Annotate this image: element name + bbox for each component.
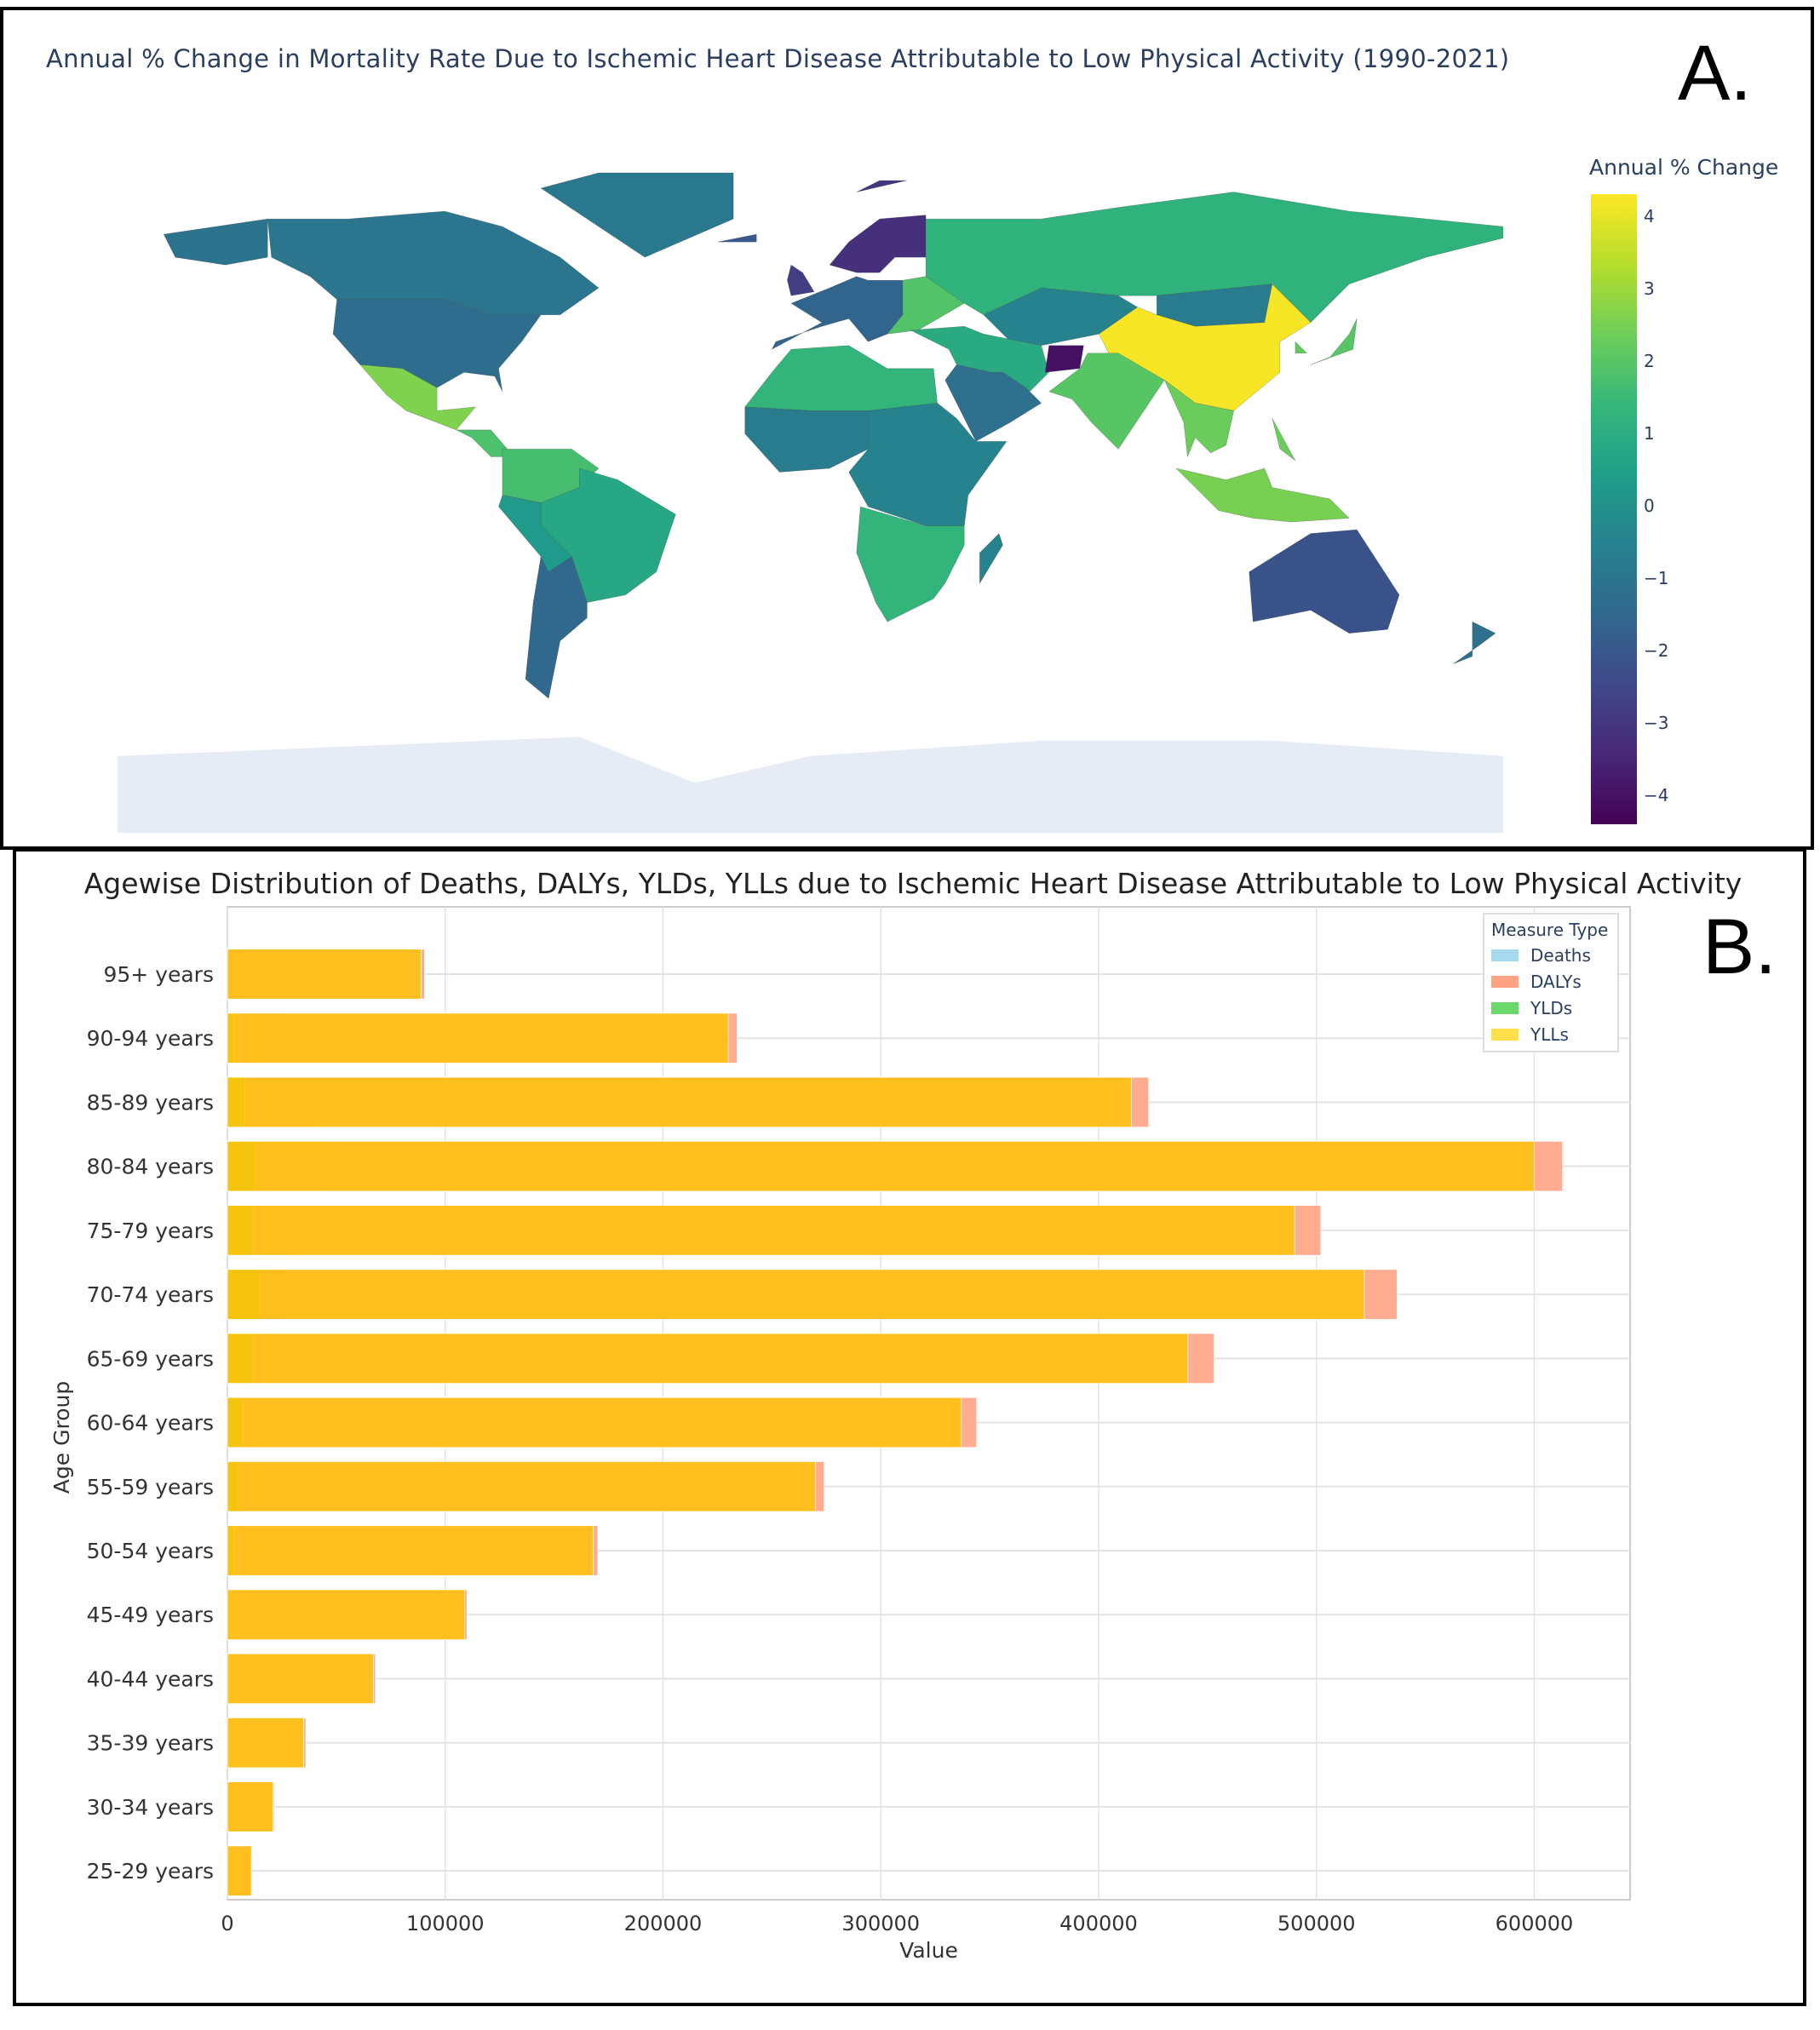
colorbar-tick-label: −4 [1644,784,1669,806]
region-canada[interactable] [267,211,599,315]
y-tick-label: 90-94 years [87,1026,214,1051]
x-tick-label: 200000 [624,1912,703,1935]
panel-b-bar-chart: 0 100000 200000 300000 400000 500000 600000 95+… [13,848,1806,2006]
region-southeast-asia[interactable] [1164,380,1233,456]
legend-item-ylds[interactable]: YLDs [1491,995,1610,1021]
legend-swatch [1491,949,1519,961]
bar-ylls[interactable] [227,949,422,1000]
x-axis-label: Value [899,1938,958,1963]
region-madagascar[interactable] [979,534,1002,584]
colorbar-tick-label: 0 [1644,495,1655,516]
region-mexico[interactable] [360,364,476,430]
colorbar-tick-label: 3 [1644,278,1655,299]
world-choropleth-map [118,165,1503,833]
bar-ylls[interactable] [227,1589,466,1640]
region-west-africa[interactable] [745,407,869,473]
y-tick-label: 30-34 years [87,1795,214,1820]
region-north-africa[interactable] [745,346,938,411]
y-tick-label: 45-49 years [87,1603,214,1627]
colorbar-tick-label: 2 [1644,350,1655,371]
region-east-central-africa[interactable] [849,403,1007,525]
x-tick-label: 400000 [1059,1912,1138,1935]
region-svalbard[interactable] [857,181,907,192]
region-indonesia[interactable] [1176,468,1349,522]
region-afghanistan[interactable] [1045,346,1083,373]
region-korea[interactable] [1295,341,1307,353]
region-australia[interactable] [1249,530,1399,634]
legend-title: Measure Type [1491,920,1609,940]
panel-b-label: B. [1702,903,1777,990]
map-title: Annual % Change in Mortality Rate Due to… [46,44,1510,73]
y-tick-label: 65-69 years [87,1346,214,1371]
colorbar [1591,194,1637,824]
region-iceland[interactable] [718,234,756,242]
legend-label: YLDs [1530,997,1573,1018]
region-south-asia[interactable] [1049,353,1165,450]
colorbar-tick-label: 4 [1644,205,1655,227]
y-tick-label: 25-29 years [87,1859,214,1884]
bar-ylls[interactable] [227,1717,304,1769]
legend-label: DALYs [1530,971,1582,992]
bar-ylls[interactable] [227,1140,1535,1192]
region-scandinavia[interactable] [830,215,926,273]
y-tick-label: 80-84 years [87,1155,214,1179]
legend-swatch [1491,1028,1519,1041]
y-tick-label: 75-79 years [87,1219,214,1243]
region-southern-cone[interactable] [525,557,587,699]
bar-ylls[interactable] [227,1781,274,1832]
region-uk[interactable] [787,265,814,295]
bar-ylls[interactable] [227,1653,374,1705]
colorbar-tick-label: −1 [1644,567,1669,588]
y-tick-label: 35-39 years [87,1731,214,1756]
x-tick-label: 500000 [1277,1912,1356,1935]
legend-label: YLLs [1530,1024,1569,1045]
colorbar-title: Annual % Change [1589,155,1779,180]
y-tick-label: 70-74 years [87,1282,214,1307]
x-tick-label: 600000 [1496,1912,1574,1935]
x-tick-label: 100000 [406,1912,485,1935]
legend-swatch [1491,1001,1519,1014]
region-arabia[interactable] [945,364,1042,441]
bar-chart-title: Agewise Distribution of Deaths, DALYs, Y… [83,867,1742,900]
bar-ylls[interactable] [227,1205,1295,1256]
bar-ylls[interactable] [227,1333,1189,1385]
legend-swatch [1491,975,1519,988]
bar-ylls[interactable] [227,1269,1365,1320]
legend-item-dalys[interactable]: DALYs [1491,968,1610,995]
region-antarctica [118,737,1503,833]
legend-label: Deaths [1530,944,1591,966]
region-new-zealand[interactable] [1453,622,1496,664]
legend-item-deaths[interactable]: Deaths [1491,942,1610,968]
legend-item-ylls[interactable]: YLLs [1491,1021,1610,1047]
x-tick-label: 0 [221,1912,233,1935]
panel-a-map: Annual % Change in Mortality Rate Due to… [0,7,1814,850]
y-tick-label: 40-44 years [87,1666,214,1691]
y-tick-label: 95+ years [103,962,214,987]
bar-ylls[interactable] [227,1012,729,1064]
bar-ylls[interactable] [227,1396,962,1448]
y-tick-label: 85-89 years [87,1090,214,1115]
x-tick-label: 300000 [841,1912,920,1935]
region-philippines[interactable] [1272,418,1295,461]
y-tick-label: 55-59 years [87,1475,214,1500]
region-japan[interactable] [1311,318,1357,364]
legend: Measure Type Deaths DALYs YLDs YLLs [1483,913,1619,1052]
bar-chart: 0 100000 200000 300000 400000 500000 600000 95+… [49,906,1631,1963]
region-greenland[interactable] [541,173,733,257]
region-alaska[interactable] [164,219,267,265]
bar-ylls[interactable] [227,1525,594,1576]
colorbar-tick-label: −2 [1644,639,1669,661]
panel-a-label: A. [1678,30,1752,117]
colorbar-tick-label: −3 [1644,712,1669,733]
region-southern-africa[interactable] [857,507,965,622]
bar-ylls[interactable] [227,1845,252,1896]
y-tick-label: 50-54 years [87,1539,214,1563]
colorbar-tick-label: 1 [1644,422,1655,444]
bar-ylls[interactable] [227,1076,1132,1128]
y-tick-label: 60-64 years [87,1411,214,1436]
y-axis-label: Age Group [49,1381,74,1494]
bar-ylls[interactable] [227,1461,816,1512]
